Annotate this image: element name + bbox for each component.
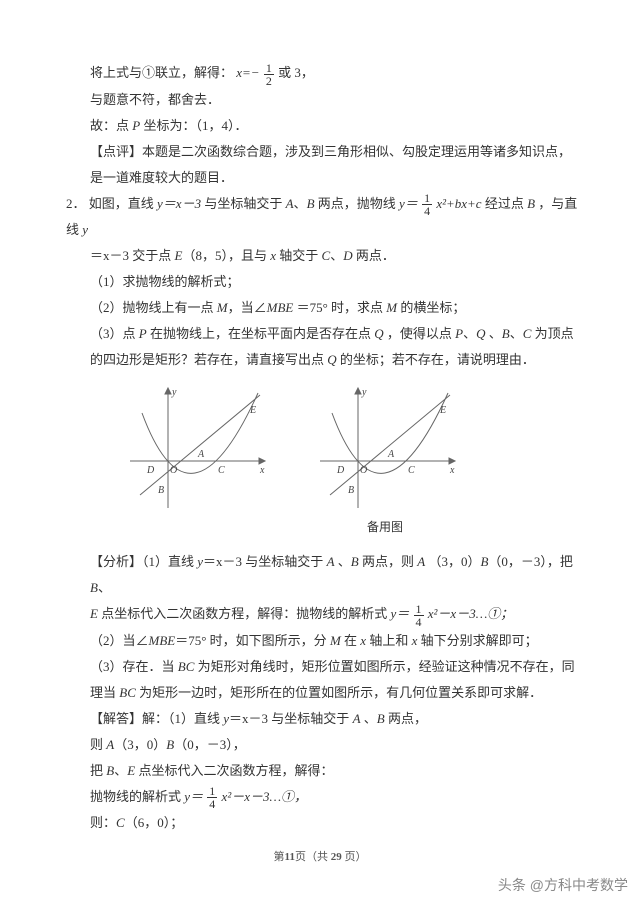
solve-1: 【解答】解：（1）直线 y＝x－3 与坐标轴交于 A 、B 两点， [60, 706, 580, 732]
q1: （1）求抛物线的解析式； [60, 269, 580, 295]
solve-4: 抛物线的解析式 y＝ 14 x²－x－3…①， [60, 784, 580, 811]
solve-5: 则：C（6，0）； [60, 810, 580, 836]
page-footer: 第11页（共 29 页） [60, 846, 580, 868]
line: 将上式与①联立，解得： x=− 12 或 3， [60, 60, 580, 87]
fraction: 14 [422, 192, 432, 217]
svg-text:A: A [387, 449, 395, 460]
svg-text:x: x [259, 465, 265, 476]
svg-text:B: B [348, 485, 354, 496]
figures: y x O D C A B E [120, 383, 580, 539]
analysis-3: （3）存在．当 BC 为矩形对角线时，矩形位置如图所示，经验证这种情况不存在，同… [60, 654, 580, 706]
page-content: 将上式与①联立，解得： x=− 12 或 3， 与题意不符，都舍去． 故：点 P… [0, 0, 640, 898]
svg-text:E: E [439, 405, 446, 416]
svg-text:O: O [170, 465, 177, 476]
figure-main: y x O D C A B E [120, 383, 270, 539]
figure-spare: y x O D C A B E 备用图 [310, 383, 460, 539]
svg-text:D: D [336, 465, 345, 476]
text: 将上式与①联立，解得： [90, 65, 233, 80]
q2: （2）抛物线上有一点 M，当∠MBE ＝75° 时，求点 M 的横坐标； [60, 295, 580, 321]
svg-text:O: O [360, 465, 367, 476]
line: ＝x－3 交于点 E（8，5），且与 x 轴交于 C、D 两点． [60, 243, 580, 269]
svg-text:B: B [158, 485, 164, 496]
svg-text:C: C [218, 465, 225, 476]
q3: （3）点 P 在抛物线上，在坐标平面内是否存在点 Q ，使得以点 P、Q 、B、… [60, 321, 580, 373]
solve-3: 把 B、E 点坐标代入二次函数方程，解得： [60, 758, 580, 784]
analysis-1: 【分析】（1）直线 y＝x－3 与坐标轴交于 A 、B 两点，则 A （3，0）… [60, 549, 580, 601]
svg-text:A: A [197, 449, 205, 460]
watermark: 头条 @方科中考数学 [498, 875, 628, 895]
eq: x=− [236, 65, 259, 80]
text: 或 3， [278, 65, 314, 80]
figure-caption: 备用图 [310, 515, 460, 539]
svg-text:y: y [361, 387, 367, 398]
svg-text:D: D [146, 465, 155, 476]
problem-2: 2． 如图，直线 y＝x－3 与坐标轴交于 A、B 两点，抛物线 y＝ 14 x… [60, 191, 580, 244]
comment: 【点评】本题是二次函数综合题，涉及到三角形相似、勾股定理运用等诸多知识点，是一道… [60, 139, 580, 191]
line: 故：点 P 坐标为：（1，4）． [60, 113, 580, 139]
svg-text:C: C [408, 465, 415, 476]
line: 与题意不符，都舍去． [60, 87, 580, 113]
solve-2: 则 A（3，0）B（0，－3）， [60, 732, 580, 758]
analysis-2: （2）当∠MBE＝75° 时，如下图所示，分 M 在 x 轴上和 x 轴下分别求… [60, 628, 580, 654]
fraction: 14 [414, 603, 424, 628]
svg-text:y: y [171, 387, 177, 398]
svg-text:E: E [249, 405, 256, 416]
svg-text:x: x [449, 465, 455, 476]
fraction: 14 [207, 785, 217, 810]
analysis-1b: E 点坐标代入二次函数方程，解得：抛物线的解析式 y＝ 14 x²－x－3…①； [60, 601, 580, 628]
fraction: 12 [264, 62, 274, 87]
